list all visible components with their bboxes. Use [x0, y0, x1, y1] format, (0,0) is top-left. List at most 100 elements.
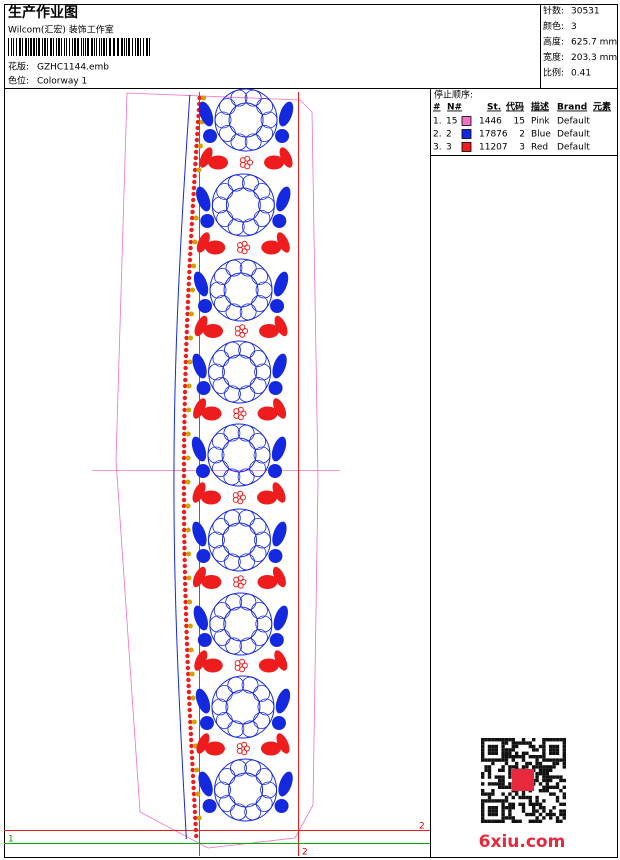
- qr-module: [501, 755, 505, 759]
- red-flower: [237, 406, 244, 413]
- barcode-bar: [11, 38, 12, 56]
- red-flower: [237, 575, 244, 582]
- qr-module: [552, 751, 556, 755]
- qr-module: [525, 812, 529, 817]
- border-bead: [190, 761, 195, 767]
- medallion-petal: [255, 795, 273, 812]
- qr-module: [535, 802, 539, 806]
- qr-module: [555, 799, 560, 803]
- border-bead: [188, 725, 193, 731]
- qr-module: [549, 748, 553, 752]
- red-scroll: [257, 575, 278, 589]
- border-bead: [187, 701, 192, 707]
- blue-scroll: [269, 633, 284, 647]
- medallion-petal: [227, 218, 245, 236]
- medallion-petal: [242, 218, 259, 236]
- qr-module: [528, 802, 532, 806]
- blue-scroll: [272, 353, 287, 379]
- qr-module: [491, 751, 495, 755]
- red-scroll: [201, 406, 222, 421]
- barcode-bar: [83, 38, 84, 56]
- qr-module: [542, 778, 546, 783]
- qr-module: [504, 758, 509, 762]
- border-bead: [193, 815, 198, 821]
- medallion-petal: [255, 768, 273, 785]
- qr-module: [535, 758, 539, 762]
- qr-module: [521, 758, 526, 762]
- medallion: [208, 340, 272, 404]
- qr-module: [552, 761, 556, 766]
- qr-module: [511, 795, 515, 800]
- qr-module: [481, 782, 485, 786]
- qr-module: [501, 778, 505, 783]
- qr-module: [501, 819, 505, 823]
- border-bead: [181, 509, 187, 515]
- red-scroll: [192, 482, 206, 503]
- qr-code: [481, 738, 566, 823]
- qr-module: [501, 768, 505, 772]
- border-bead: [183, 347, 189, 353]
- qr-module: [491, 789, 495, 793]
- qr-module: [498, 768, 502, 772]
- red-scroll: [258, 658, 279, 673]
- border-leaf: [188, 311, 194, 317]
- qr-module: [504, 751, 509, 755]
- qr-module: [542, 744, 546, 749]
- barcode-bar: [47, 38, 48, 56]
- medallion: [211, 173, 275, 237]
- qr-module: [562, 748, 566, 752]
- border-bead: [184, 623, 189, 629]
- qr-module: [518, 741, 522, 745]
- guide-marker: 2: [302, 848, 308, 858]
- qr-module: [555, 748, 560, 752]
- medallion: [225, 689, 261, 725]
- qr-module: [555, 819, 560, 823]
- border-bead: [192, 173, 197, 179]
- barcode-bar: [66, 38, 67, 56]
- barcode-bar: [99, 38, 100, 56]
- qr-module: [562, 765, 566, 769]
- medallion-petal: [253, 685, 270, 702]
- border-bead: [182, 557, 187, 563]
- medallion-petal: [238, 341, 256, 359]
- studio: Wilcom(汇宏) 装饰工作室: [8, 24, 114, 36]
- medallion: [228, 102, 264, 138]
- qr-module: [549, 812, 553, 817]
- qr-module: [518, 755, 522, 759]
- medallion-petal: [223, 553, 241, 571]
- barcode-bar: [56, 38, 57, 56]
- border-bead: [182, 389, 188, 395]
- qr-module: [491, 738, 495, 742]
- barcode-bar: [50, 38, 52, 56]
- border-leaf: [185, 431, 191, 437]
- barcode-bar: [22, 38, 23, 56]
- border-bead: [187, 263, 192, 269]
- qr-module: [491, 758, 495, 762]
- border-bead: [182, 569, 188, 575]
- qr-module: [538, 782, 543, 786]
- barcode-bar: [44, 38, 46, 56]
- qr-module: [501, 816, 505, 820]
- qr-module: [545, 758, 549, 762]
- qr-module: [535, 816, 539, 820]
- qr-module: [487, 744, 492, 749]
- qr-module: [535, 755, 539, 759]
- medallion-petal: [239, 637, 257, 655]
- blue-scroll: [276, 186, 291, 212]
- medallion-petal: [225, 259, 243, 277]
- medallion-petal: [211, 196, 229, 214]
- red-scroll: [274, 315, 288, 337]
- medallion-petal: [238, 509, 255, 527]
- qr-module: [528, 755, 532, 759]
- red-scroll: [273, 398, 287, 419]
- qr-module: [515, 765, 519, 769]
- medallion: [207, 423, 271, 487]
- blue-scroll: [268, 381, 283, 395]
- qr-module: [508, 806, 512, 810]
- medallion-petal: [227, 676, 245, 694]
- qr-module: [532, 755, 536, 759]
- border-bead: [184, 329, 189, 335]
- border-bead: [193, 149, 199, 155]
- barcode-bar: [96, 38, 97, 56]
- info-label: 宽度:: [543, 51, 564, 63]
